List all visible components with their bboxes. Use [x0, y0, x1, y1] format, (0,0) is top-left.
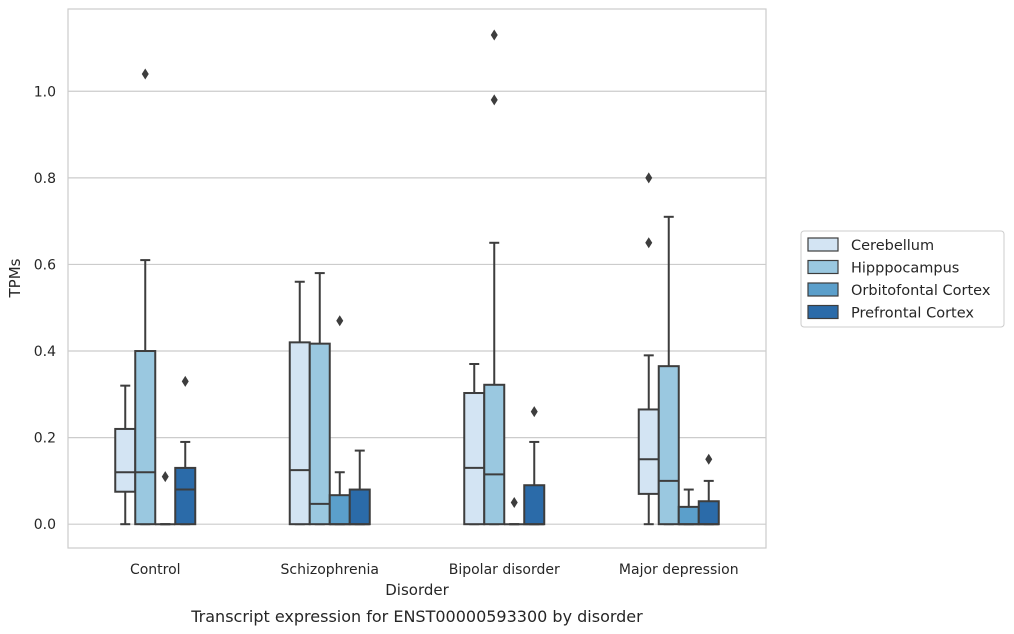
legend-label: Cerebellum [851, 238, 934, 254]
box-prefrontal-cortex [523, 406, 546, 526]
x-tick-labels: Control Schizophrenia Bipolar disorder Majo… [130, 562, 739, 578]
outlier-point [336, 315, 344, 327]
chart-caption: Transcript expression for ENST0000059330… [190, 607, 643, 626]
x-axis-title: Disorder [385, 581, 449, 599]
box-body [637, 408, 660, 495]
y-tick-label: 0.4 [34, 344, 56, 360]
box-body [523, 484, 546, 526]
box-body [657, 365, 680, 526]
outlier-point [490, 29, 498, 41]
box-body [677, 505, 700, 526]
box-body [348, 488, 371, 526]
box-body [308, 342, 331, 526]
box-body [174, 466, 197, 526]
outlier-point [141, 68, 149, 80]
legend-label: Orbitofontal Cortex [851, 283, 991, 299]
outlier-point [530, 406, 538, 418]
y-tick-label: 0.2 [34, 431, 56, 447]
box-orbitofontal-cortex [504, 497, 525, 526]
box-prefrontal-cortex [174, 375, 197, 526]
legend-swatch [807, 259, 839, 275]
legend-swatch [807, 304, 839, 320]
box-body [463, 392, 486, 526]
legend-swatch [807, 282, 839, 297]
outlier-point [510, 497, 518, 509]
box-hipppocampus [134, 68, 157, 526]
box-orbitofontal-cortex [155, 471, 176, 526]
box-body [328, 494, 351, 526]
box-body [483, 383, 506, 526]
box-cerebellum [114, 384, 137, 526]
box-cerebellum [288, 280, 311, 526]
legend-swatch [807, 237, 839, 252]
box-cerebellum [637, 172, 660, 526]
legend-label: Hipppocampus [851, 261, 959, 277]
x-tick-label: Major depression [619, 562, 739, 578]
box-hipppocampus [657, 215, 680, 526]
outlier-point [161, 471, 169, 483]
y-tick-label: 1.0 [34, 84, 56, 100]
plot-frame [67, 8, 767, 549]
outlier-point [645, 172, 653, 184]
outlier-point [645, 237, 653, 249]
legend-frame [800, 230, 1005, 328]
outlier-point [181, 375, 189, 387]
y-axis-title: TPMs [6, 258, 24, 298]
box-body [697, 500, 720, 526]
box-prefrontal-cortex [697, 453, 720, 526]
legend-label: Prefrontal Cortex [851, 306, 974, 322]
box-orbitofontal-cortex [677, 488, 700, 526]
box-cerebellum [463, 363, 486, 526]
legend: Cerebellum Hipppocampus Orbitofontal Corte… [800, 230, 1005, 328]
y-tick-label: 0.0 [34, 517, 56, 533]
box-orbitofontal-cortex [328, 315, 351, 526]
box-body [114, 427, 137, 493]
x-tick-label: Bipolar disorder [449, 562, 560, 578]
box-hipppocampus [483, 29, 506, 526]
outlier-point [490, 94, 498, 106]
box-body [288, 341, 311, 526]
box-body [134, 350, 157, 526]
x-tick-label: Schizophrenia [281, 562, 379, 578]
y-tick-label: 0.8 [34, 171, 56, 187]
box-hipppocampus [308, 272, 331, 526]
boxes [114, 29, 720, 526]
y-tick-label: 0.6 [34, 257, 56, 273]
y-tick-labels: 0.0 0.2 0.4 0.6 0.8 1.0 [34, 84, 56, 533]
x-tick-label: Control [130, 562, 181, 578]
box-prefrontal-cortex [348, 449, 371, 526]
outlier-point [705, 453, 713, 465]
